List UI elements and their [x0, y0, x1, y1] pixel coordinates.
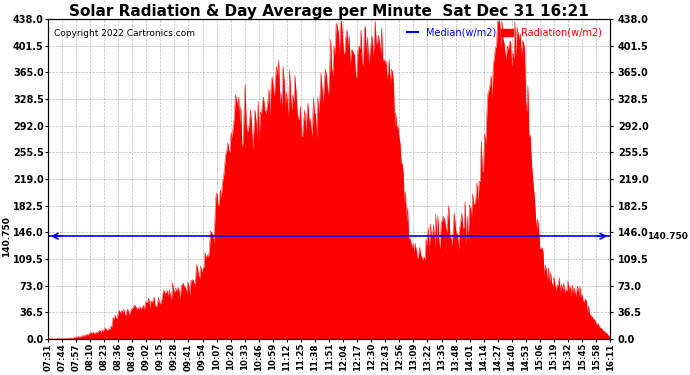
Text: 140.750: 140.750: [2, 216, 11, 256]
Text: 140.750: 140.750: [647, 232, 688, 241]
Title: Solar Radiation & Day Average per Minute  Sat Dec 31 16:21: Solar Radiation & Day Average per Minute…: [69, 4, 589, 19]
Legend: Median(w/m2), Radiation(w/m2): Median(w/m2), Radiation(w/m2): [403, 24, 605, 42]
Text: Copyright 2022 Cartronics.com: Copyright 2022 Cartronics.com: [54, 29, 195, 38]
